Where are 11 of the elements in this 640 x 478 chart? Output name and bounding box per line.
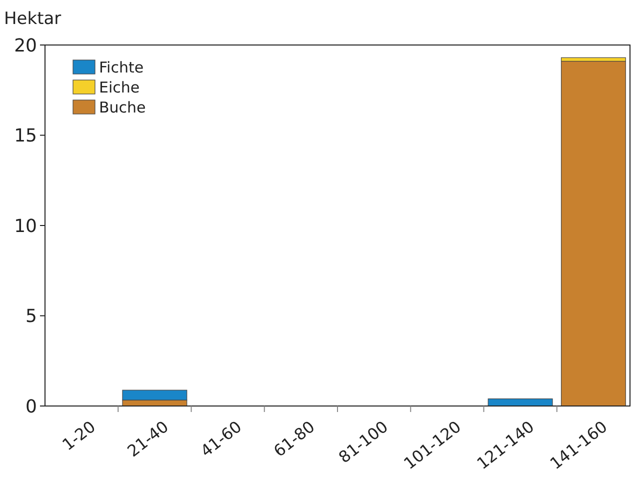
y-tick-label: 10 [14,216,37,237]
legend-label: Buche [99,98,146,116]
y-tick-label: 15 [14,126,37,147]
y-tick-label: 20 [14,35,37,56]
bar [560,60,626,406]
legend-label: Eiche [99,78,140,96]
bar [488,398,553,406]
y-axis-title: Hektar [4,9,62,29]
legend-label: Fichte [99,58,144,76]
y-tick-label: 0 [26,396,37,418]
y-tick-label: 5 [26,306,37,328]
